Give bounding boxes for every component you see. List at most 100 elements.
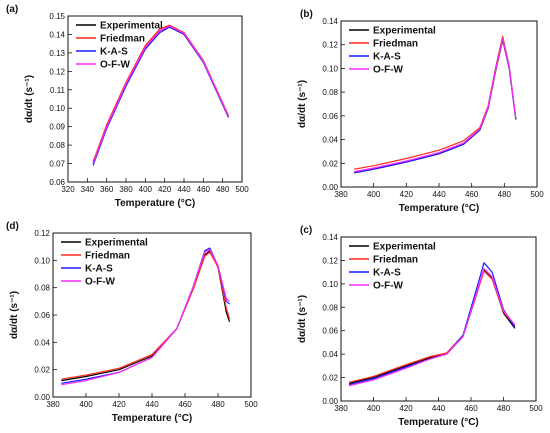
x-tick-label: 460 xyxy=(464,404,478,413)
y-tick-label: 0.14 xyxy=(322,233,338,242)
panel-label: (c) xyxy=(300,225,312,236)
legend-entry: Friedman xyxy=(373,39,418,50)
y-tick-label: 0.04 xyxy=(34,338,50,347)
x-tick-label: 500 xyxy=(235,185,249,194)
y-tick-label: 0.00 xyxy=(34,393,50,402)
x-tick-label: 480 xyxy=(498,190,512,199)
x-tick-label: 400 xyxy=(367,404,381,413)
y-tick-label: 0.06 xyxy=(322,327,338,336)
y-tick-label: 0.10 xyxy=(49,104,65,113)
y-tick-label: 0.10 xyxy=(34,256,50,265)
axes-frame xyxy=(340,20,538,188)
y-tick-label: 0.15 xyxy=(49,12,65,21)
y-tick-label: 0.07 xyxy=(49,160,65,169)
x-tick-label: 400 xyxy=(139,185,153,194)
panel-3: (d) 380 400 420 440 460 480 500 0.00 0.02 0.04 0.06… xyxy=(6,221,258,424)
legend-entry: Experimental xyxy=(373,242,436,253)
x-tick-label: 380 xyxy=(119,185,133,194)
legend-entry: K-A-S xyxy=(100,47,128,58)
legend-entry: Experimental xyxy=(85,238,148,249)
panel-label: (a) xyxy=(6,4,18,15)
y-tick-label: 0.06 xyxy=(322,112,338,121)
legend-entry: K-A-S xyxy=(373,268,401,279)
y-tick-label: 0.12 xyxy=(49,67,65,76)
x-tick-label: 480 xyxy=(211,400,225,409)
y-tick-label: 0.02 xyxy=(322,374,338,383)
y-tick-label: 0.08 xyxy=(49,141,65,150)
panel-label: (d) xyxy=(6,221,19,232)
y-tick-label: 0.14 xyxy=(49,30,65,39)
y-tick-label: 0.00 xyxy=(322,183,338,192)
y-tick-label: 0.12 xyxy=(322,41,338,50)
y-tick-label: 0.10 xyxy=(322,280,338,289)
x-tick-label: 440 xyxy=(432,404,446,413)
y-tick-label: 0.09 xyxy=(49,123,65,132)
x-tick-label: 380 xyxy=(334,190,348,199)
y-tick-label: 0.00 xyxy=(322,397,338,406)
series-line-o-f-w xyxy=(353,38,517,173)
x-tick-label: 480 xyxy=(497,404,511,413)
x-tick-label: 380 xyxy=(46,400,60,409)
x-tick-label: 380 xyxy=(334,404,348,413)
axes-frame xyxy=(67,15,243,183)
axes-frame xyxy=(340,236,537,402)
x-tick-label: 460 xyxy=(197,185,211,194)
panel-2: (b) 380 400 420 440 460 480 500 0.00 0.02 0.04 0.06… xyxy=(297,9,544,214)
x-axis-label: Temperature (°C) xyxy=(112,413,193,424)
axes-frame xyxy=(52,232,252,398)
y-tick-label: 0.13 xyxy=(49,49,65,58)
x-tick-label: 500 xyxy=(530,190,544,199)
legend-entry: Experimental xyxy=(373,26,436,37)
y-tick-label: 0.08 xyxy=(322,88,338,97)
x-axis-label: Temperature (°C) xyxy=(398,417,479,428)
series-line-friedman xyxy=(61,251,231,380)
legend-entry: O-F-W xyxy=(85,277,116,288)
x-tick-label: 440 xyxy=(432,190,446,199)
x-axis-label: Temperature (°C) xyxy=(115,198,196,209)
legend-entry: K-A-S xyxy=(85,264,113,275)
y-tick-label: 0.08 xyxy=(322,303,338,312)
y-axis-label: dα/dt (s⁻¹) xyxy=(297,295,308,343)
x-tick-label: 440 xyxy=(145,400,159,409)
x-tick-label: 360 xyxy=(100,185,114,194)
legend-entry: K-A-S xyxy=(373,52,401,63)
legend-entry: Friedman xyxy=(373,255,418,266)
y-axis-label: dα/dt (s⁻¹) xyxy=(9,291,20,339)
series-line-o-f-w xyxy=(92,25,230,164)
x-tick-label: 400 xyxy=(367,190,381,199)
y-tick-label: 0.02 xyxy=(322,159,338,168)
y-tick-label: 0.04 xyxy=(322,350,338,359)
x-tick-label: 440 xyxy=(177,185,191,194)
panel-1: (a) 320 340 360 380 400 420 440 460 480 500 0.06 0.0… xyxy=(6,4,249,209)
x-tick-label: 420 xyxy=(400,190,414,199)
y-tick-label: 0.14 xyxy=(322,17,338,26)
y-tick-label: 0.10 xyxy=(322,64,338,73)
y-tick-label: 0.06 xyxy=(49,178,65,187)
y-tick-label: 0.08 xyxy=(34,284,50,293)
legend-entry: Friedman xyxy=(100,34,145,45)
legend-entry: Friedman xyxy=(85,251,130,262)
panel-label: (b) xyxy=(300,9,313,20)
y-tick-label: 0.12 xyxy=(34,229,50,238)
series-line-o-f-w xyxy=(348,268,516,387)
x-tick-label: 320 xyxy=(61,185,75,194)
y-tick-label: 0.06 xyxy=(34,311,50,320)
x-tick-label: 400 xyxy=(79,400,93,409)
y-tick-label: 0.02 xyxy=(34,366,50,375)
y-axis-label: dα/dt (s⁻¹) xyxy=(297,80,308,128)
y-tick-label: 0.12 xyxy=(322,256,338,265)
legend-entry: O-F-W xyxy=(100,60,131,71)
legend-entry: O-F-W xyxy=(373,281,404,292)
y-tick-label: 0.04 xyxy=(322,136,338,145)
x-axis-label: Temperature (°C) xyxy=(399,203,480,214)
x-tick-label: 460 xyxy=(465,190,479,199)
x-tick-label: 420 xyxy=(158,185,172,194)
series-line-o-f-w xyxy=(61,248,230,386)
x-tick-label: 420 xyxy=(112,400,126,409)
legend-entry: Experimental xyxy=(100,21,163,32)
panel-4: (c) 380 400 420 440 460 480 500 0.00 0.02 0.04 0.06… xyxy=(297,225,543,428)
x-tick-label: 500 xyxy=(244,400,258,409)
y-axis-label: dα/dt (s⁻¹) xyxy=(24,75,35,123)
x-tick-label: 460 xyxy=(178,400,192,409)
